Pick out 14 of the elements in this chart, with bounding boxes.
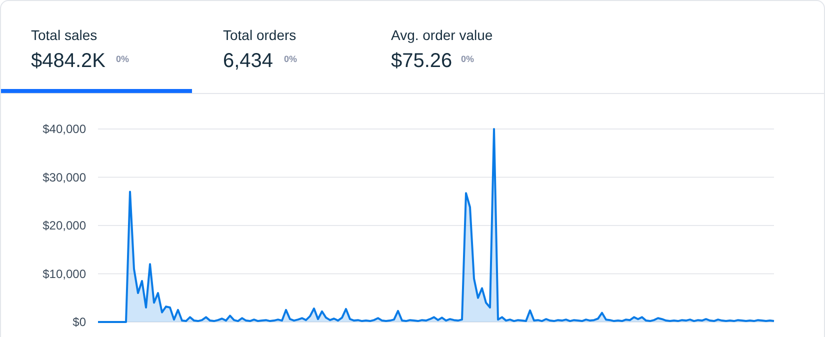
y-tick-label: $0 [72, 315, 86, 330]
text: $484.2K [31, 50, 106, 72]
y-tick-label: $40,000 [42, 122, 86, 136]
y-tick-label: $30,000 [42, 170, 86, 184]
text: Avg. order value [391, 27, 493, 43]
text: Total orders [223, 27, 296, 43]
text: 0% [461, 54, 474, 64]
y-tick-label: $10,000 [42, 266, 86, 281]
y-tick-label: $20,000 [42, 218, 86, 233]
text: Total sales [31, 27, 98, 43]
text: $75.26 [391, 50, 452, 72]
text: 0% [116, 54, 130, 64]
text: 0% [284, 54, 298, 64]
text: 6,434 [223, 50, 274, 72]
